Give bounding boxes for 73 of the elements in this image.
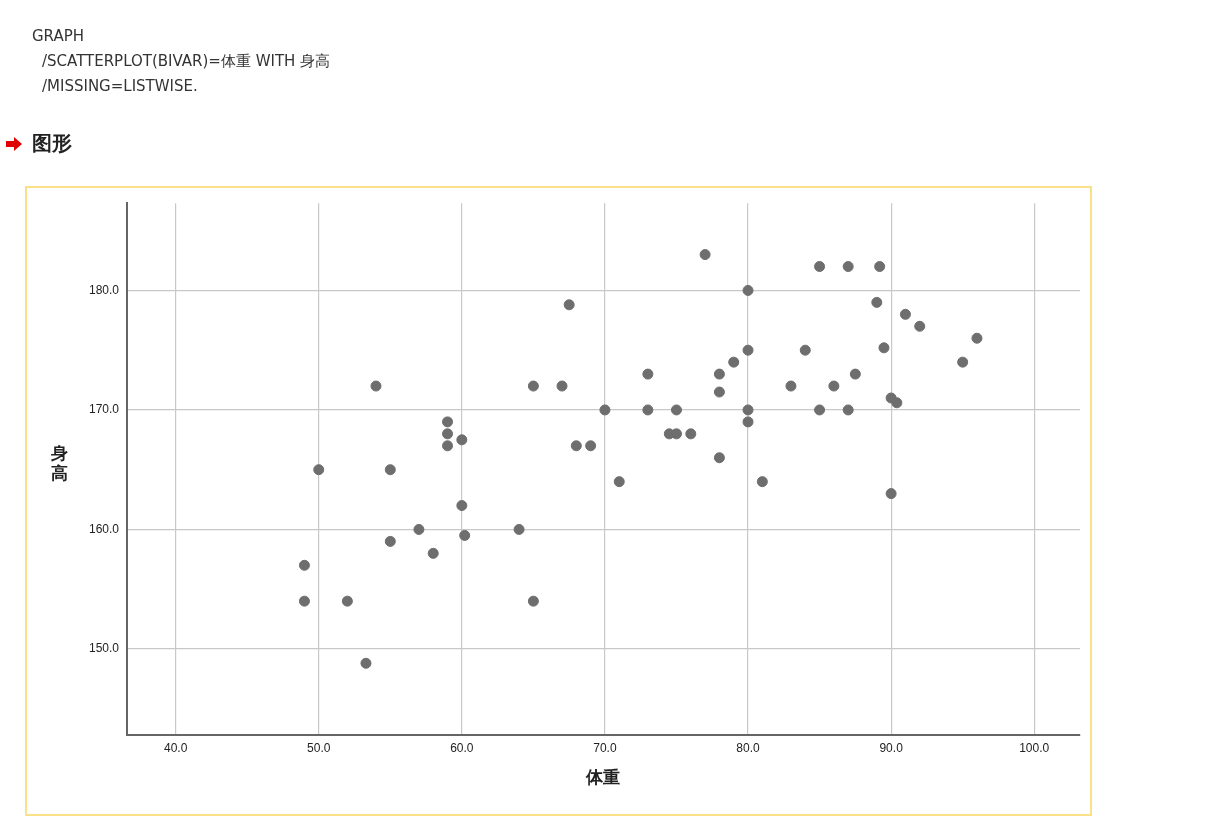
x-axis-title: 体重 bbox=[584, 766, 621, 789]
point bbox=[914, 320, 926, 332]
point bbox=[871, 296, 883, 308]
point bbox=[427, 547, 439, 559]
point bbox=[670, 404, 682, 416]
point bbox=[891, 397, 903, 409]
point bbox=[899, 308, 911, 320]
x-tick-label: 60.0 bbox=[450, 740, 474, 755]
point bbox=[685, 428, 697, 440]
x-tick-label: 100.0 bbox=[1019, 740, 1050, 755]
point bbox=[756, 476, 768, 488]
point bbox=[849, 368, 861, 380]
point bbox=[728, 356, 740, 368]
point bbox=[442, 440, 454, 452]
point bbox=[799, 344, 811, 356]
x-tick-label: 50.0 bbox=[307, 740, 331, 755]
point bbox=[370, 380, 382, 392]
point bbox=[456, 434, 468, 446]
point bbox=[570, 440, 582, 452]
point bbox=[527, 380, 539, 392]
point bbox=[585, 440, 597, 452]
point bbox=[642, 404, 654, 416]
point bbox=[313, 464, 325, 476]
x-tick-label: 90.0 bbox=[879, 740, 904, 755]
point bbox=[957, 356, 969, 368]
point bbox=[971, 332, 983, 344]
point bbox=[563, 299, 575, 311]
point bbox=[785, 380, 797, 392]
x-tick-label: 70.0 bbox=[593, 740, 617, 755]
point bbox=[360, 657, 372, 669]
point bbox=[442, 428, 454, 440]
point bbox=[874, 261, 886, 273]
y-tick-label: 180.0 bbox=[88, 282, 120, 297]
point bbox=[713, 452, 725, 464]
x-tick-label: 40.0 bbox=[163, 740, 188, 755]
point bbox=[599, 404, 611, 416]
point bbox=[742, 284, 754, 296]
point bbox=[556, 380, 568, 392]
point bbox=[713, 386, 725, 398]
point bbox=[413, 523, 425, 535]
point bbox=[642, 368, 654, 380]
text: /MISSING=LISTWISE. bbox=[41, 76, 199, 97]
point bbox=[842, 404, 854, 416]
point bbox=[878, 342, 890, 354]
point bbox=[384, 464, 396, 476]
point bbox=[298, 595, 310, 607]
y-tick-label: 170.0 bbox=[88, 402, 120, 417]
y-tick-label: 150.0 bbox=[88, 641, 120, 656]
point bbox=[814, 261, 826, 273]
x-tick-label: 80.0 bbox=[736, 740, 761, 755]
point bbox=[742, 344, 754, 356]
point bbox=[459, 529, 471, 541]
point bbox=[456, 500, 468, 512]
point bbox=[699, 249, 711, 261]
point bbox=[384, 535, 396, 547]
y-tick-label: 160.0 bbox=[88, 521, 120, 536]
y-axis-title: 身高 bbox=[49, 443, 69, 483]
point bbox=[527, 595, 539, 607]
point bbox=[842, 261, 854, 273]
point bbox=[341, 595, 353, 607]
point bbox=[828, 380, 840, 392]
point bbox=[298, 559, 310, 571]
chart-title: 图形 bbox=[32, 130, 72, 157]
point bbox=[442, 416, 454, 428]
point bbox=[713, 368, 725, 380]
point bbox=[885, 488, 897, 500]
point bbox=[814, 404, 826, 416]
text: /SCATTERPLOT(BIVAR)=体重 WITH 身高 bbox=[41, 51, 331, 72]
point bbox=[513, 523, 525, 535]
text: GRAPH bbox=[32, 26, 86, 47]
point bbox=[742, 416, 754, 428]
point bbox=[742, 404, 754, 416]
point bbox=[613, 476, 625, 488]
